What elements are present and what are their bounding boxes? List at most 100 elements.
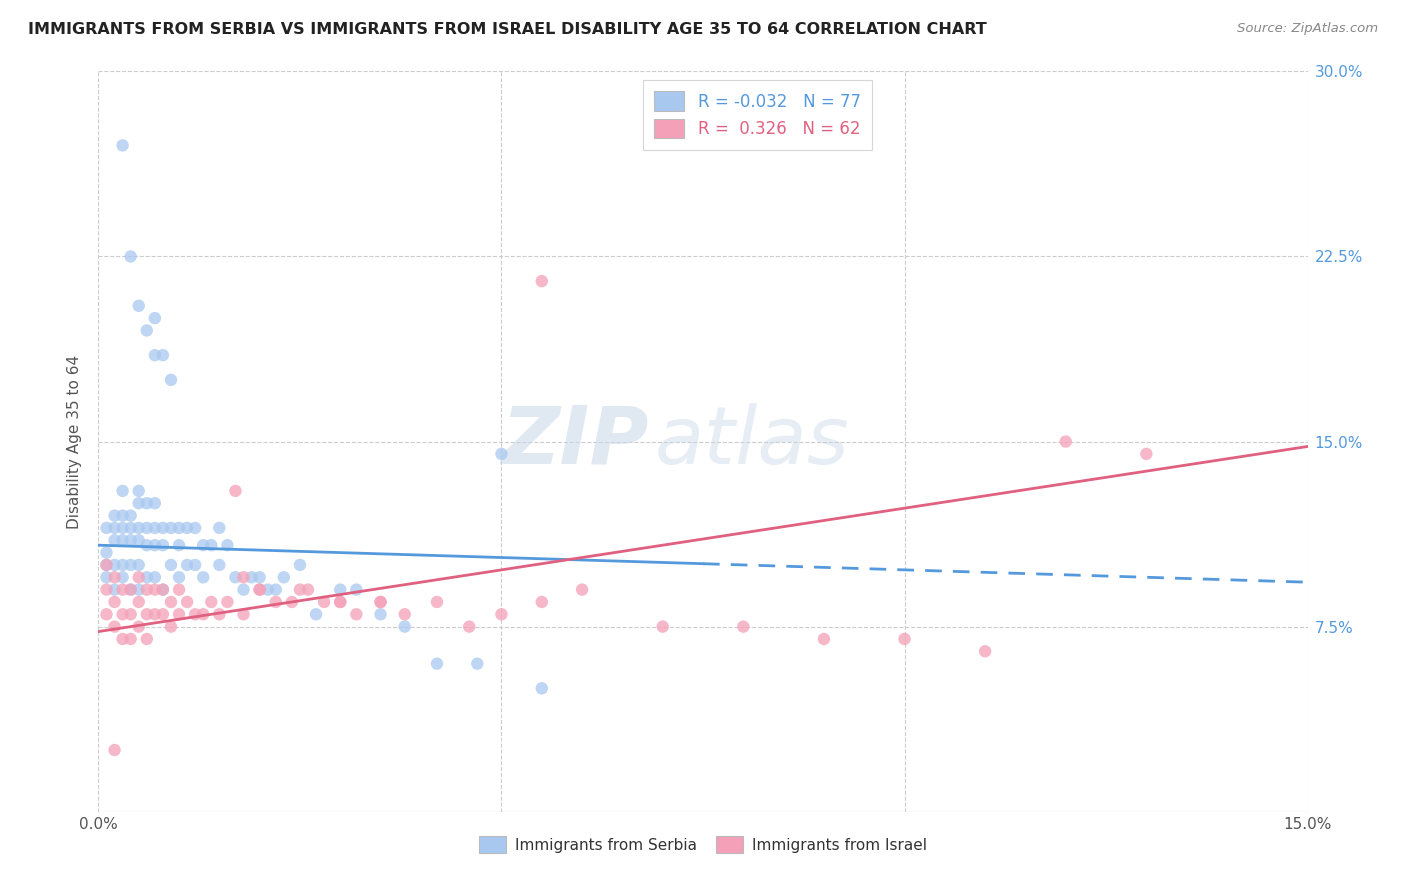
Point [465, 657, 488, 671]
Point [152, 521, 174, 535]
Point [176, 558, 198, 572]
Point [103, 619, 125, 633]
Point [111, 558, 134, 572]
Point [143, 538, 166, 552]
Point [160, 521, 183, 535]
Point [200, 538, 222, 552]
Point [128, 570, 150, 584]
Point [305, 607, 328, 622]
Point [103, 595, 125, 609]
Point [96, 521, 118, 535]
Point [128, 619, 150, 633]
Point [111, 582, 134, 597]
Point [128, 582, 150, 597]
Point [135, 324, 157, 338]
Point [160, 558, 183, 572]
Point [394, 619, 416, 633]
Point [143, 582, 166, 597]
Point [111, 607, 134, 622]
Point [256, 582, 278, 597]
Point [329, 582, 352, 597]
Point [135, 538, 157, 552]
Point [152, 538, 174, 552]
Point [273, 570, 295, 584]
Point [426, 657, 449, 671]
Point [167, 521, 190, 535]
Point [329, 595, 352, 609]
Point [120, 533, 142, 548]
Point [111, 570, 134, 584]
Point [96, 558, 118, 572]
Point [160, 619, 183, 633]
Point [152, 607, 174, 622]
Point [135, 582, 157, 597]
Point [571, 582, 593, 597]
Point [152, 582, 174, 597]
Point [458, 619, 481, 633]
Point [193, 607, 215, 622]
Point [297, 582, 319, 597]
Point [135, 496, 157, 510]
Point [813, 632, 835, 646]
Point [96, 607, 118, 622]
Point [135, 632, 157, 646]
Point [152, 348, 174, 362]
Point [111, 138, 134, 153]
Point [530, 274, 553, 288]
Point [111, 508, 134, 523]
Point [491, 447, 513, 461]
Point [370, 607, 392, 622]
Point [370, 595, 392, 609]
Point [176, 521, 198, 535]
Point [143, 348, 166, 362]
Point [152, 582, 174, 597]
Point [232, 570, 254, 584]
Point [120, 632, 142, 646]
Point [224, 483, 246, 498]
Point [120, 607, 142, 622]
Point [96, 582, 118, 597]
Text: atlas: atlas [655, 402, 849, 481]
Point [111, 521, 134, 535]
Point [128, 533, 150, 548]
Point [143, 570, 166, 584]
Point [344, 607, 367, 622]
Point [103, 582, 125, 597]
Point [128, 483, 150, 498]
Point [120, 582, 142, 597]
Point [893, 632, 915, 646]
Point [103, 570, 125, 584]
Point [249, 582, 271, 597]
Legend: Immigrants from Serbia, Immigrants from Israel: Immigrants from Serbia, Immigrants from … [472, 830, 934, 860]
Point [111, 483, 134, 498]
Point [184, 521, 207, 535]
Point [530, 681, 553, 696]
Point [160, 595, 183, 609]
Point [1054, 434, 1077, 449]
Point [329, 595, 352, 609]
Point [184, 607, 207, 622]
Point [193, 538, 215, 552]
Point [128, 558, 150, 572]
Point [167, 607, 190, 622]
Text: IMMIGRANTS FROM SERBIA VS IMMIGRANTS FROM ISRAEL DISABILITY AGE 35 TO 64 CORRELA: IMMIGRANTS FROM SERBIA VS IMMIGRANTS FRO… [28, 22, 987, 37]
Point [103, 521, 125, 535]
Text: ZIP: ZIP [501, 402, 648, 481]
Point [120, 582, 142, 597]
Point [135, 521, 157, 535]
Point [733, 619, 755, 633]
Point [974, 644, 997, 658]
Point [184, 558, 207, 572]
Point [120, 249, 142, 264]
Point [264, 595, 287, 609]
Point [143, 311, 166, 326]
Point [96, 546, 118, 560]
Point [167, 582, 190, 597]
Point [103, 743, 125, 757]
Point [143, 521, 166, 535]
Point [111, 632, 134, 646]
Point [135, 570, 157, 584]
Point [249, 582, 271, 597]
Point [232, 582, 254, 597]
Point [120, 521, 142, 535]
